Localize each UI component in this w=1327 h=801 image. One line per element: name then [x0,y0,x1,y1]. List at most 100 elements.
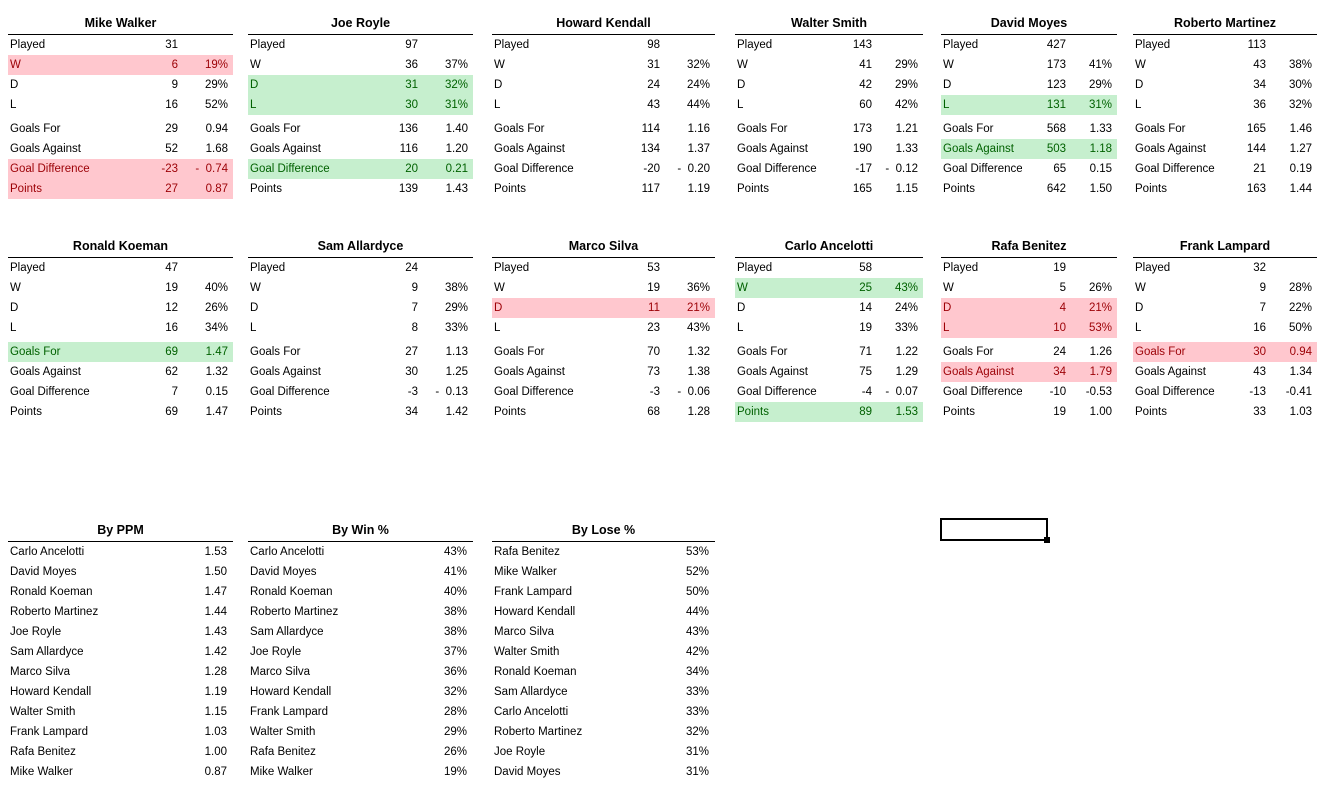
stat-value[interactable]: 60 [859,99,872,111]
ranking-manager-name[interactable]: Mike Walker [250,766,313,778]
stat-value[interactable]: 34 [405,406,418,418]
stat-label[interactable]: Goal Difference [250,386,330,398]
manager-name[interactable]: David Moyes [941,12,1117,35]
stat-label[interactable]: Goals Against [250,143,321,155]
stat-rate[interactable]: 1.19 [687,183,710,195]
stat-value[interactable]: 43 [1253,366,1266,378]
stat-rate[interactable]: 1.00 [1089,406,1112,418]
stat-value[interactable]: 24 [405,262,418,274]
stat-label[interactable]: W [250,59,261,71]
stat-value[interactable]: 16 [165,322,178,334]
stat-label[interactable]: W [737,59,748,71]
stat-label[interactable]: Points [494,406,526,418]
stat-label[interactable]: Goals Against [494,143,565,155]
ranking-value[interactable]: 0.87 [204,766,227,778]
stat-value[interactable]: 7 [1259,302,1266,314]
stat-value[interactable]: 173 [1046,59,1066,71]
ranking-value[interactable]: 28% [443,706,467,718]
stat-value[interactable]: -3 [407,386,418,398]
stat-rate[interactable]: 1.79 [1089,366,1112,378]
stat-rate[interactable]: 33% [444,322,468,334]
ranking-value[interactable]: 31% [685,746,709,758]
stat-rate[interactable]: 0.87 [205,183,228,195]
ranking-title[interactable]: By Lose % [492,519,715,542]
stat-value[interactable]: 19 [165,282,178,294]
stat-label[interactable]: Goals Against [10,366,81,378]
stat-label[interactable]: D [10,79,19,91]
ranking-manager-name[interactable]: Marco Silva [494,626,555,638]
stat-label[interactable]: Goals For [494,123,545,135]
ranking-value[interactable]: 32% [443,686,467,698]
stat-value[interactable]: 52 [165,143,178,155]
ranking-value[interactable]: 40% [443,586,467,598]
ranking-manager-name[interactable]: David Moyes [494,766,561,778]
stat-label[interactable]: Goals For [250,346,301,358]
stat-label[interactable]: Goals For [943,346,994,358]
stat-label[interactable]: Played [494,262,530,274]
stat-rate[interactable]: 1.42 [445,406,468,418]
ranking-manager-name[interactable]: Frank Lampard [10,726,88,738]
manager-name[interactable]: Walter Smith [735,12,923,35]
stat-rate[interactable]: 1.47 [205,346,228,358]
stat-value[interactable]: 25 [859,282,872,294]
fill-handle[interactable] [1044,537,1050,543]
stat-label[interactable]: D [943,79,952,91]
ranking-manager-name[interactable]: Sam Allardyce [250,626,324,638]
ranking-manager-name[interactable]: Ronald Koeman [250,586,333,598]
ranking-value[interactable]: 33% [685,706,709,718]
stat-value[interactable]: 41 [859,59,872,71]
stat-label[interactable]: L [10,99,17,111]
ranking-value[interactable]: 36% [443,666,467,678]
stat-rate[interactable]: 1.03 [1289,406,1312,418]
ranking-manager-name[interactable]: Frank Lampard [494,586,572,598]
stat-label[interactable]: D [1135,302,1144,314]
stat-label[interactable]: W [494,282,505,294]
ranking-value[interactable]: 52% [685,566,709,578]
stat-rate[interactable]: - 0.12 [885,163,918,175]
stat-value[interactable]: 9 [1259,282,1266,294]
stat-rate[interactable]: 32% [1288,99,1312,111]
ranking-manager-name[interactable]: Joe Royle [10,626,62,638]
stat-value[interactable]: 31 [165,39,178,51]
stat-rate[interactable]: 1.27 [1289,143,1312,155]
stat-label[interactable]: W [250,282,261,294]
stat-value[interactable]: 30 [1253,346,1266,358]
stat-value[interactable]: -13 [1249,386,1266,398]
stat-rate[interactable]: 0.15 [205,386,228,398]
stat-value[interactable]: 89 [859,406,872,418]
stat-rate[interactable]: 1.33 [1089,123,1112,135]
ranking-manager-name[interactable]: Joe Royle [494,746,546,758]
stat-label[interactable]: Goals For [1135,346,1186,358]
manager-name[interactable]: Sam Allardyce [248,235,473,258]
manager-name[interactable]: Marco Silva [492,235,715,258]
ranking-manager-name[interactable]: Walter Smith [494,646,560,658]
stat-rate[interactable]: 26% [204,302,228,314]
stat-value[interactable]: 131 [1046,99,1066,111]
stat-rate[interactable]: 41% [1088,59,1112,71]
selected-cell-outline[interactable] [940,518,1050,543]
stat-value[interactable]: -20 [643,163,660,175]
stat-value[interactable]: 4 [1059,302,1066,314]
stat-rate[interactable]: 1.50 [1089,183,1112,195]
stat-value[interactable]: 123 [1046,79,1066,91]
stat-label[interactable]: D [737,302,746,314]
stat-rate[interactable]: 38% [1288,59,1312,71]
stat-value[interactable]: 34 [1253,79,1266,91]
stat-rate[interactable]: 21% [1088,302,1112,314]
stat-rate[interactable]: 21% [686,302,710,314]
stat-value[interactable]: 11 [648,302,660,314]
manager-name[interactable]: Rafa Benitez [941,235,1117,258]
ranking-value[interactable]: 53% [685,546,709,558]
stat-rate[interactable]: 29% [1088,79,1112,91]
ranking-manager-name[interactable]: Carlo Ancelotti [250,546,325,558]
stat-label[interactable]: W [1135,59,1146,71]
stat-value[interactable]: 134 [640,143,660,155]
ranking-value[interactable]: 38% [443,606,467,618]
stat-label[interactable]: Goals For [737,346,788,358]
ranking-value[interactable]: 1.15 [204,706,227,718]
stat-value[interactable]: 75 [859,366,872,378]
stat-rate[interactable]: 42% [894,99,918,111]
ranking-value[interactable]: 31% [685,766,709,778]
stat-label[interactable]: Played [1135,39,1171,51]
ranking-manager-name[interactable]: Carlo Ancelotti [494,706,569,718]
